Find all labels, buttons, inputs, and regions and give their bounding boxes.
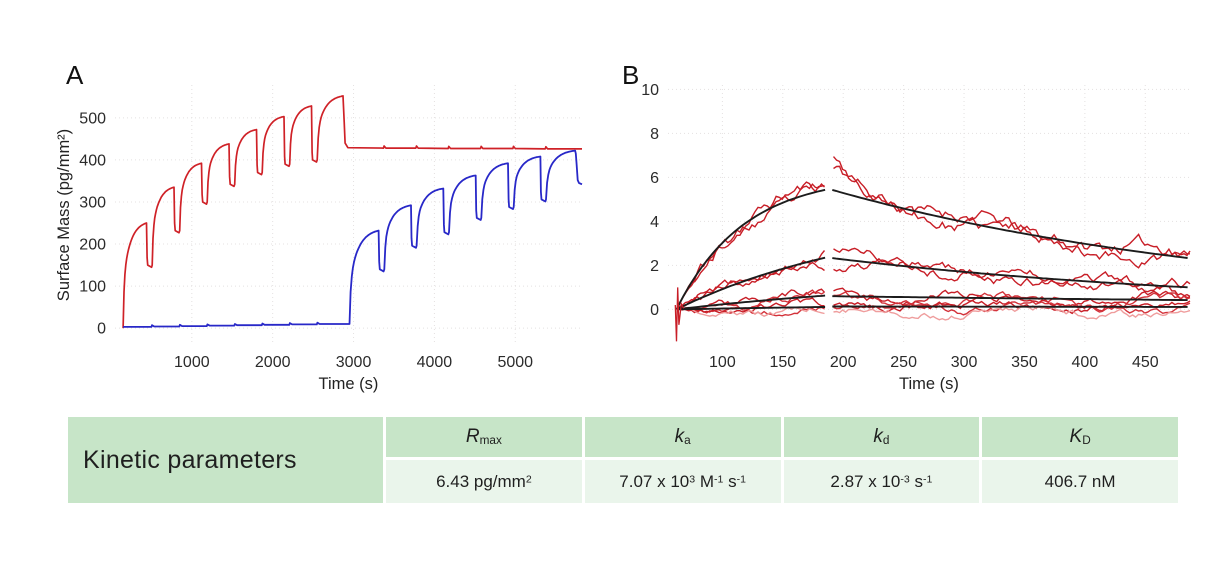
grid bbox=[115, 85, 582, 345]
svg-text:300: 300 bbox=[79, 194, 106, 211]
table-header-kbigd: KD bbox=[982, 417, 1178, 457]
fit-assoc-3 bbox=[676, 306, 826, 311]
svg-text:0: 0 bbox=[650, 302, 659, 319]
table-value-rmax: 6.43 pg/mm2 bbox=[386, 460, 582, 503]
rmax-symbol: Rmax bbox=[465, 426, 502, 448]
svg-text:4000: 4000 bbox=[417, 354, 453, 371]
fit-assoc-2 bbox=[676, 294, 826, 311]
svg-text:10: 10 bbox=[641, 82, 659, 99]
svg-text:4: 4 bbox=[650, 214, 659, 231]
y-axis-title: Surface Mass (pg/mm²) bbox=[55, 129, 73, 301]
table-header-kd: kd bbox=[783, 417, 980, 457]
svg-text:3000: 3000 bbox=[336, 354, 372, 371]
kbigd-symbol: KD bbox=[1069, 426, 1091, 448]
trace-dissoc-8 bbox=[833, 305, 1191, 321]
trace-assoc-8 bbox=[676, 306, 825, 317]
injection-spike bbox=[674, 287, 685, 342]
svg-text:5000: 5000 bbox=[497, 354, 533, 371]
fit-dissoc-0 bbox=[832, 188, 1188, 259]
axis-tick-labels: 100 150 200 250 300 350 400 450 0 2 4 6 8 10 bbox=[641, 82, 1159, 371]
table-header-ka: ka bbox=[584, 417, 781, 457]
sensorgram-traces bbox=[675, 156, 1191, 321]
svg-text:100: 100 bbox=[79, 279, 106, 296]
fit-dissoc-1 bbox=[832, 257, 1188, 289]
rmax-value: 6.43 pg/mm2 bbox=[436, 471, 532, 491]
svg-text:6: 6 bbox=[650, 170, 659, 187]
table-value-ka: 7.07 x 103 M-1 s-1 bbox=[584, 460, 781, 503]
svg-text:250: 250 bbox=[890, 354, 917, 371]
fit-assoc-0 bbox=[675, 188, 826, 310]
panel-b-chart: 100 150 200 250 300 350 400 450 0 2 4 6 8 10 Time (s) bbox=[641, 82, 1191, 393]
table-title-cell: Kinetic parameters bbox=[68, 417, 383, 503]
series-blue-stepwise-titration bbox=[123, 149, 583, 328]
panel-a-label: A bbox=[66, 60, 84, 90]
ka-value: 7.07 x 103 M-1 s-1 bbox=[619, 471, 746, 491]
panel-a-chart: 1000 2000 3000 4000 5000 0 100 200 300 400 500 Time… bbox=[55, 85, 583, 393]
ka-symbol: ka bbox=[674, 426, 691, 448]
svg-text:2: 2 bbox=[650, 258, 659, 275]
fit-assoc-1 bbox=[676, 256, 826, 311]
svg-text:2000: 2000 bbox=[255, 354, 291, 371]
svg-text:450: 450 bbox=[1132, 354, 1159, 371]
svg-text:0: 0 bbox=[97, 321, 106, 338]
svg-text:100: 100 bbox=[709, 354, 736, 371]
svg-text:200: 200 bbox=[830, 354, 857, 371]
axis-tick-labels: 1000 2000 3000 4000 5000 0 100 200 300 400 500 bbox=[79, 110, 533, 371]
table-value-kd: 2.87 x 10-3 s-1 bbox=[783, 460, 980, 503]
trace-dissoc-7 bbox=[833, 301, 1191, 316]
series-red-stepwise-titration bbox=[122, 95, 582, 329]
trace-assoc-0 bbox=[675, 181, 825, 310]
fit-lines bbox=[675, 188, 1188, 311]
svg-text:350: 350 bbox=[1011, 354, 1038, 371]
svg-text:150: 150 bbox=[769, 354, 796, 371]
x-axis-title: Time (s) bbox=[899, 375, 959, 393]
svg-text:400: 400 bbox=[1072, 354, 1099, 371]
svg-text:200: 200 bbox=[79, 237, 106, 254]
x-axis-title: Time (s) bbox=[319, 375, 379, 393]
svg-text:500: 500 bbox=[79, 110, 106, 127]
trace-dissoc-0 bbox=[832, 156, 1191, 257]
trace-dissoc-2 bbox=[833, 247, 1191, 291]
table-header-rmax: Rmax bbox=[386, 417, 582, 457]
kbigd-value: 406.7 nM bbox=[1044, 471, 1116, 491]
svg-text:400: 400 bbox=[79, 152, 106, 169]
fit-dissoc-2 bbox=[832, 295, 1188, 302]
table-value-kbigd: 406.7 nM bbox=[982, 460, 1178, 503]
svg-text:1000: 1000 bbox=[174, 354, 210, 371]
svg-text:300: 300 bbox=[951, 354, 978, 371]
trace-assoc-1 bbox=[675, 183, 825, 310]
kd-value: 2.87 x 10-3 s-1 bbox=[830, 471, 933, 491]
svg-text:8: 8 bbox=[650, 126, 659, 143]
kinetic-parameters-table: Kinetic parameters Rmax ka kd KD 6.43 pg… bbox=[68, 417, 1178, 503]
trace-dissoc-1 bbox=[833, 165, 1190, 269]
panel-b-label: B bbox=[622, 60, 640, 90]
table-title: Kinetic parameters bbox=[83, 445, 297, 474]
kd-symbol: kd bbox=[873, 426, 890, 448]
